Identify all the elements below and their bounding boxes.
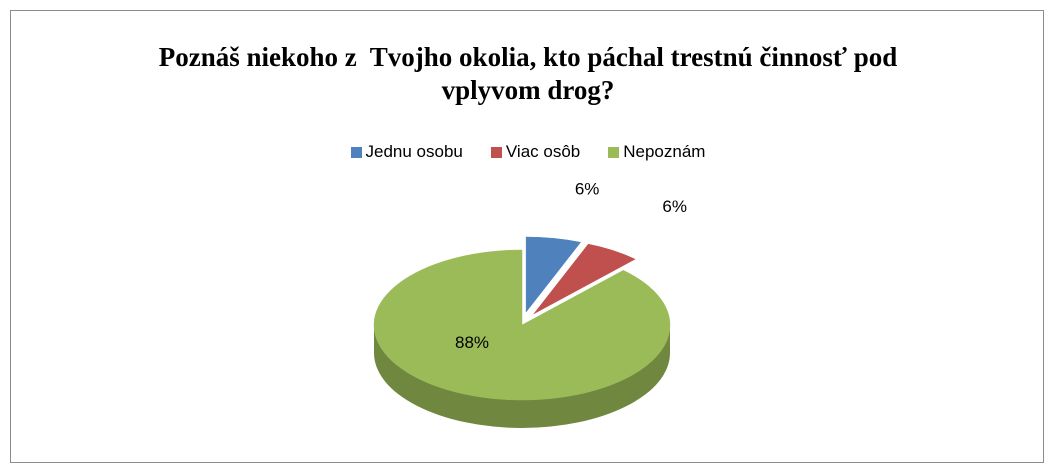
slice bbox=[533, 243, 636, 315]
legend-item: Viac osôb bbox=[490, 142, 581, 162]
legend: Jednu osobu Viac osôb Nepoznám bbox=[11, 142, 1045, 162]
slice bbox=[373, 249, 671, 401]
legend-swatch bbox=[490, 146, 502, 158]
slice-side bbox=[374, 325, 670, 428]
data-label: 6% bbox=[662, 197, 687, 216]
data-label: 6% bbox=[575, 179, 600, 198]
chart-frame: Poznáš niekoho z Tvojho okolia, kto pách… bbox=[10, 10, 1044, 463]
slice bbox=[525, 236, 582, 313]
chart-title: Poznáš niekoho z Tvojho okolia, kto pách… bbox=[158, 42, 904, 105]
legend-swatch bbox=[350, 146, 362, 158]
legend-label: Nepoznám bbox=[623, 142, 706, 161]
legend-label: Viac osôb bbox=[505, 142, 581, 161]
legend-swatch bbox=[608, 146, 620, 158]
data-label: 88% bbox=[455, 333, 489, 352]
legend-item: Nepoznám bbox=[608, 142, 705, 162]
legend-label: Jednu osobu bbox=[365, 142, 463, 161]
legend-item: Jednu osobu bbox=[350, 142, 463, 162]
title-box: Poznáš niekoho z Tvojho okolia, kto pách… bbox=[11, 41, 1045, 107]
